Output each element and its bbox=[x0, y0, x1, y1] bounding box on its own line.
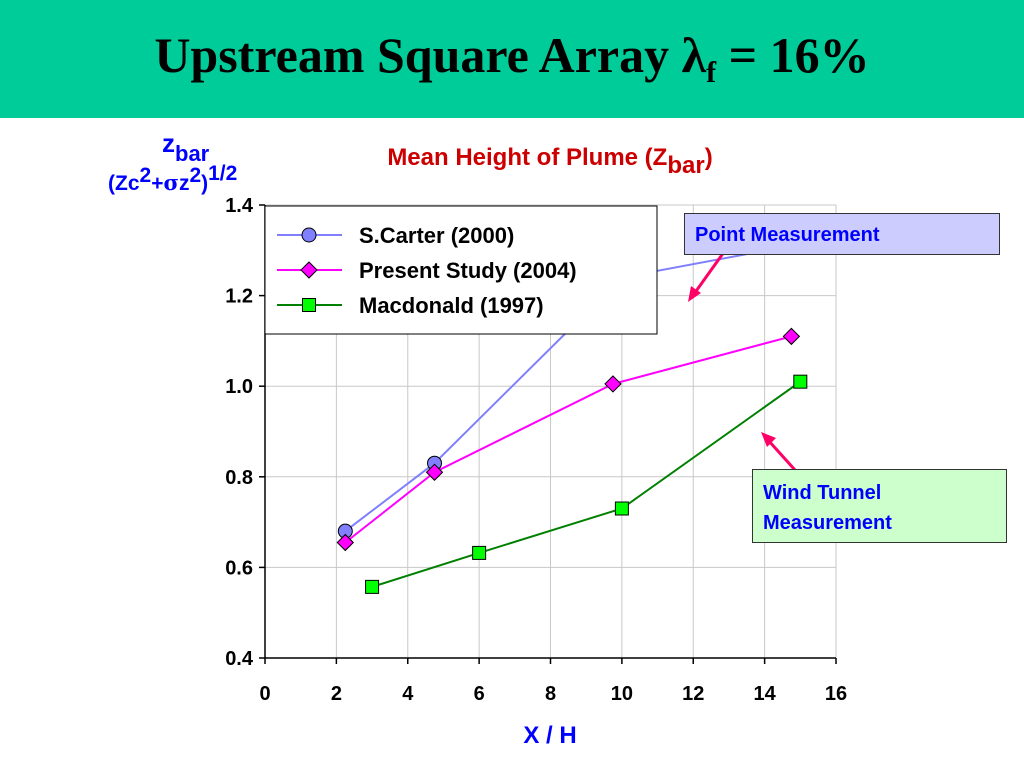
wind-tunnel-text-line2: Measurement bbox=[763, 512, 892, 534]
y-tick-label: 1.4 bbox=[225, 195, 254, 217]
data-point-1 bbox=[336, 533, 355, 552]
slide-title-lambda-sub: f bbox=[706, 56, 717, 89]
data-point-1 bbox=[425, 463, 444, 481]
chart-title-main: Mean Height of Plume (Z bbox=[387, 144, 668, 171]
series-line-1 bbox=[344, 335, 792, 544]
y-tick-label: 1.0 bbox=[225, 376, 253, 398]
series-line-2 bbox=[371, 380, 801, 588]
series-line-0 bbox=[344, 244, 792, 532]
y-label-z: z bbox=[162, 128, 175, 158]
x-tick-label: 4 bbox=[402, 683, 414, 705]
wind-callout-arrow bbox=[766, 438, 797, 472]
chart-title-sub: bar bbox=[667, 152, 705, 179]
y-label-sup1: 2 bbox=[139, 164, 152, 187]
x-tick-label: 12 bbox=[682, 683, 704, 705]
y-label-sup2: 2 bbox=[189, 164, 202, 187]
y-label-plus: + bbox=[151, 172, 164, 195]
y-label-close: ) bbox=[201, 172, 209, 195]
y-label-sigma: σ bbox=[163, 170, 179, 195]
legend-swatch-marker bbox=[302, 298, 316, 312]
y-axis-label-line1: zbar bbox=[162, 128, 209, 166]
slide-title-rest: = 16% bbox=[716, 27, 870, 83]
legend-label: Present Study (2004) bbox=[359, 258, 577, 283]
legend-label: Macdonald (1997) bbox=[359, 293, 544, 318]
data-point-2 bbox=[365, 579, 380, 594]
legend-layer: S.Carter (2000) Present Study (2004) Macdo… bbox=[264, 205, 658, 335]
slide-title-main: Upstream Square Array bbox=[154, 27, 682, 83]
point-measurement-text: Point Measurement bbox=[695, 224, 880, 246]
data-point-2 bbox=[614, 501, 629, 516]
slide-title-lambda: λ bbox=[681, 27, 707, 83]
x-tick-label: 8 bbox=[545, 683, 556, 705]
point-measurement-callout: Point Measurement bbox=[684, 213, 1000, 255]
point-callout-arrowhead bbox=[688, 286, 701, 302]
y-axis-label-line2: (Zc2+σz2)1/2 bbox=[108, 162, 237, 196]
legend-swatch-marker bbox=[301, 227, 317, 243]
y-label-z2: z bbox=[178, 172, 190, 195]
series-layer bbox=[336, 238, 808, 594]
title-band bbox=[0, 0, 1024, 118]
wind-tunnel-text-line1: Wind Tunnel bbox=[763, 482, 882, 504]
wind-callout-arrowhead bbox=[761, 432, 776, 447]
x-tick-label: 6 bbox=[474, 683, 485, 705]
y-label-sup3: 1/2 bbox=[208, 162, 238, 185]
data-point-2 bbox=[793, 374, 808, 389]
legend-label: S.Carter (2000) bbox=[359, 223, 514, 248]
x-tick-label: 16 bbox=[825, 683, 847, 705]
y-tick-label: 0.8 bbox=[225, 467, 253, 489]
y-label-bar: bar bbox=[175, 141, 210, 166]
chart-title: Mean Height of Plume (Zbar) bbox=[300, 144, 800, 179]
y-tick-label: 0.6 bbox=[225, 557, 253, 579]
chart-title-close: ) bbox=[704, 144, 713, 171]
wind-tunnel-callout: Wind Tunnel Measurement bbox=[752, 469, 1007, 543]
x-tick-label: 2 bbox=[331, 683, 342, 705]
x-tick-label: 14 bbox=[754, 683, 777, 705]
y-label-open: (Zc bbox=[108, 172, 140, 195]
x-axis-label: X / H bbox=[523, 722, 577, 749]
slide-title: Upstream Square Array λf = 16% bbox=[0, 27, 1024, 88]
data-point-1 bbox=[604, 375, 622, 393]
y-tick-label: 0.4 bbox=[225, 648, 254, 670]
legend-swatch-marker bbox=[300, 261, 318, 279]
x-tick-label: 0 bbox=[259, 683, 270, 705]
data-point-1 bbox=[782, 327, 801, 346]
x-tick-label: 10 bbox=[611, 683, 633, 705]
data-point-2 bbox=[472, 545, 487, 560]
y-tick-label: 1.2 bbox=[225, 286, 253, 308]
arrow-layer bbox=[688, 244, 797, 472]
